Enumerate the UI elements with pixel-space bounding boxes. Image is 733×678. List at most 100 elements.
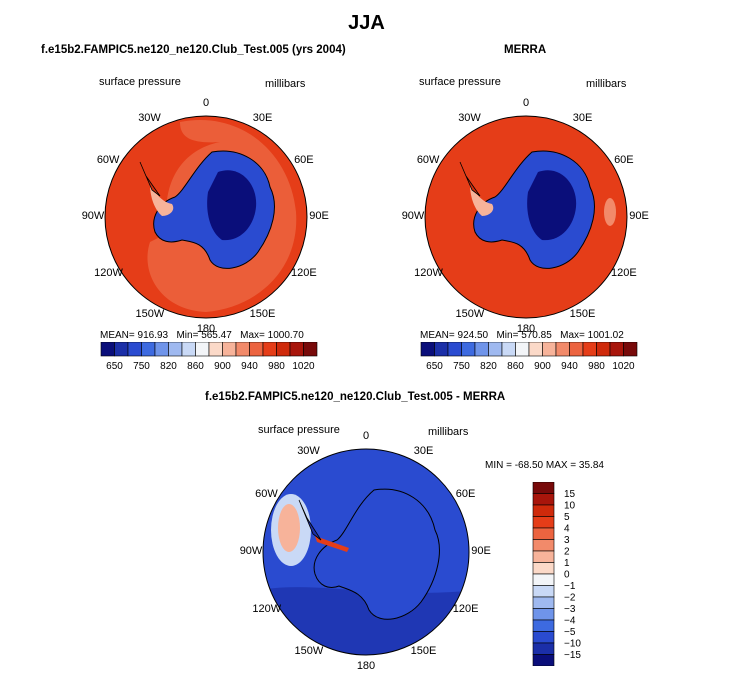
- panel-2-variable-label: surface pressure: [419, 76, 501, 88]
- colorbar-tick-label: 980: [268, 361, 285, 372]
- map-2-lon-label: 60E: [614, 153, 634, 166]
- map-panel-2: [424, 115, 628, 319]
- colorbar-tick-label: 650: [426, 361, 443, 372]
- colorbar-swatch: [532, 596, 555, 609]
- panel-3-variable-label: surface pressure: [258, 424, 340, 436]
- map-3-lon-label: 180: [356, 660, 376, 672]
- panel-2-stats: MEAN= 924.50 Min= 570.85 Max= 1001.02: [420, 330, 624, 341]
- colorbar-tick-label: −10: [564, 639, 581, 650]
- colorbar-swatch: [100, 342, 115, 357]
- colorbar-swatch: [532, 585, 555, 598]
- panel-2-title: MERRA: [504, 44, 547, 56]
- panel-2-units-label: millibars: [586, 78, 627, 90]
- map-2-lon-label: 120E: [611, 266, 637, 279]
- colorbar-tick-label: 10: [564, 501, 576, 512]
- colorbar-swatch: [623, 342, 638, 357]
- colorbar-tick-label: 750: [133, 361, 150, 372]
- colorbar-swatch: [532, 527, 555, 540]
- colorbar-swatch: [289, 342, 304, 357]
- map-1-lon-label: 0: [202, 97, 210, 109]
- colorbar-swatch: [515, 342, 530, 357]
- map-1-lon-label: 180: [196, 323, 216, 335]
- colorbar-swatch: [249, 342, 264, 357]
- map-boundary: [424, 115, 628, 319]
- colorbar-tick-label: 15: [564, 489, 576, 500]
- map-boundary: [104, 115, 308, 319]
- map-2-lon-label: 150E: [569, 307, 596, 320]
- colorbar-swatch: [532, 573, 555, 586]
- panel-3-units-label: millibars: [428, 426, 469, 438]
- map-1-lon-label: 150W: [135, 307, 165, 320]
- colorbar-swatch: [501, 342, 516, 357]
- colorbar-swatch: [609, 342, 624, 357]
- map-2-lon-label: 90E: [629, 210, 649, 222]
- colorbar-swatch: [532, 550, 555, 563]
- antarctic-peninsula: [298, 499, 322, 541]
- colorbar-swatch: [582, 342, 597, 357]
- colorbar-swatch: [447, 342, 462, 357]
- map-3-lon-label: 90E: [471, 545, 491, 557]
- map-3-lon-label: 150W: [294, 644, 324, 657]
- colorbar-tick-label: −5: [564, 627, 576, 638]
- colorbar-swatch: [168, 342, 183, 357]
- colorbar-swatch: [127, 342, 142, 357]
- plateau-core: [207, 170, 257, 241]
- peninsula-warm: [150, 184, 174, 216]
- panel-1-title: f.e15b2.FAMPIC5.ne120_ne120.Club_Test.00…: [41, 44, 346, 56]
- map-3-lon-label: 60E: [455, 487, 476, 500]
- colorbar-swatch: [276, 342, 291, 357]
- map-3-lon-label: 30W: [297, 445, 320, 458]
- map-panel-3: [262, 448, 470, 656]
- colorbar-tick-label: 900: [214, 361, 231, 372]
- colorbar-tick-label: −2: [564, 593, 576, 604]
- colorbar-swatch: [195, 342, 210, 357]
- map-1-lon-label: 120W: [94, 266, 123, 279]
- colorbar-tick-label: 1020: [612, 361, 635, 372]
- map-2-lon-label: 120W: [414, 266, 443, 279]
- colorbar-tick-label: 860: [187, 361, 204, 372]
- colorbar-tick-label: −15: [564, 650, 581, 661]
- colorbar-swatch: [528, 342, 543, 357]
- map-1-lon-label: 120E: [291, 266, 317, 279]
- colorbar-tick-label: 900: [534, 361, 551, 372]
- colorbar-swatch: [596, 342, 611, 357]
- colorbar-swatch: [532, 562, 555, 575]
- colorbar-tick-label: 940: [241, 361, 258, 372]
- colorbar-tick-label: 860: [507, 361, 524, 372]
- colorbar-swatch: [532, 608, 555, 621]
- colorbar-swatch: [262, 342, 277, 357]
- map-1-lon-label: 30E: [252, 112, 273, 125]
- map-3-lon-label: 60W: [255, 487, 278, 500]
- colorbar-swatch: [434, 342, 449, 357]
- colorbar-swatch: [141, 342, 156, 357]
- colorbar-tick-label: 820: [160, 361, 177, 372]
- map-3-lon-label: 120E: [452, 602, 479, 615]
- colorbar-swatch: [114, 342, 129, 357]
- plateau-core: [527, 170, 577, 241]
- map-1-lon-label: 60E: [294, 153, 314, 166]
- antarctic-peninsula: [139, 161, 161, 197]
- colorbar-tick-label: 3: [564, 535, 570, 546]
- colorbar-swatch: [569, 342, 584, 357]
- colorbar-tick-label: 940: [561, 361, 578, 372]
- map-2-lon-label: 60W: [416, 153, 440, 166]
- colorbar-panel-2: 650 750 820 860 900 940 980 1020: [420, 342, 638, 372]
- colorbar-tick-label: −4: [564, 616, 576, 627]
- map-2-lon-label: 30W: [458, 112, 481, 125]
- colorbar-swatch: [532, 539, 555, 552]
- map-3-lon-label: 90W: [239, 545, 263, 557]
- panel-1-variable-label: surface pressure: [99, 76, 181, 88]
- map-boundary: [262, 448, 470, 656]
- map-3-lon-label: 150E: [410, 644, 437, 657]
- colorbar-swatch: [532, 619, 555, 632]
- map-1-lon-label: 60W: [96, 153, 120, 166]
- page-title: JJA: [348, 12, 385, 34]
- coastal-positive-streak: [315, 536, 349, 552]
- colorbar-tick-label: 4: [564, 524, 570, 535]
- colorbar-swatch: [555, 342, 570, 357]
- colorbar-tick-label: 5: [564, 512, 570, 523]
- colorbar-swatch: [532, 516, 555, 529]
- map-3-lon-label: 0: [362, 430, 370, 442]
- colorbar-swatch: [542, 342, 557, 357]
